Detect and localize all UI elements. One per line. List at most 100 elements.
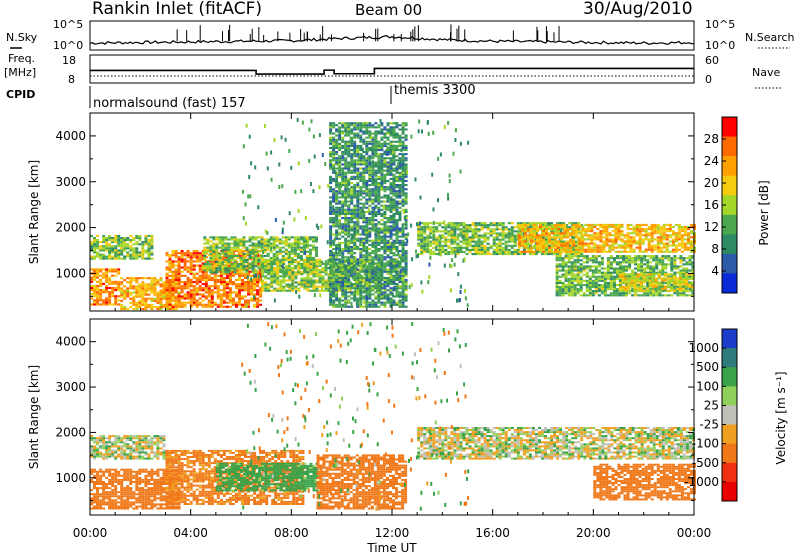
heatmap-cell [392,227,396,230]
heatmap-cell [332,138,336,141]
heatmap-cell [219,305,223,308]
heatmap-cell [219,295,223,298]
heatmap-cell [517,228,521,231]
heatmap-cell [353,221,357,224]
heatmap-cell [186,291,190,294]
heatmap-cell [327,289,331,292]
heatmap-cell [395,237,399,240]
heatmap-cell [483,253,487,256]
heatmap-cell [386,163,390,166]
heatmap-cell [471,246,475,249]
heatmap-cell [350,219,354,222]
heatmap-cell [231,281,235,284]
heatmap-cell [377,182,381,185]
heatmap-cell [108,293,112,296]
heatmap-cell [459,251,463,254]
heatmap-cell [468,238,472,241]
heatmap-cell [344,297,348,300]
heatmap-cell [383,196,387,199]
heatmap-cell [171,278,175,281]
heatmap-cell [174,287,178,290]
heatmap-cell [383,175,387,178]
heatmap-cell [401,291,405,294]
heatmap-cell [332,210,336,213]
heatmap-cell [362,250,366,253]
heatmap-cell [441,248,445,251]
heatmap-cell [386,260,390,263]
heatmap-cell [279,279,283,282]
heatmap-cell [401,140,405,143]
heatmap-cell [444,228,448,231]
heatmap-cell [212,244,216,247]
heatmap-cell [353,287,357,290]
heatmap-cell [377,202,381,205]
nave-tick-top: 60 [705,54,719,67]
heatmap-cell [195,264,199,267]
heatmap-cell [344,291,348,294]
heatmap-cell [219,289,223,292]
heatmap-cell [383,188,387,191]
heatmap-cell [344,200,348,203]
heatmap-cell [377,254,381,257]
heatmap-cell [368,210,372,213]
heatmap-cell [383,303,387,306]
heatmap-cell [344,289,348,292]
heatmap-cell [347,212,351,215]
heatmap-cell [177,299,181,302]
heatmap-cell [356,237,360,240]
heatmap-cell [489,232,493,235]
heatmap-cell [90,303,93,306]
heatmap-cell [398,186,402,189]
heatmap-cell [315,271,318,274]
heatmap-cell [377,229,381,232]
heatmap-cell [359,134,363,137]
heatmap-cell [235,303,238,306]
heatmap-cell [315,287,319,290]
heatmap-cell [359,299,363,302]
heatmap-cell [347,227,351,230]
heatmap-cell [574,228,578,231]
nsearch-tick-top: 10^5 [705,18,735,31]
heatmap-cell [368,196,372,199]
heatmap-cell [129,277,133,280]
heatmap-cell [545,230,548,233]
heatmap-cell [212,236,216,239]
heatmap-cell [168,258,172,261]
heatmap-cell [548,242,551,245]
heatmap-cell [554,244,558,247]
heatmap-cell [312,285,316,288]
heatmap-cell [389,281,393,284]
heatmap-cell [117,257,121,260]
heatmap-cell [291,260,295,263]
heatmap-cell [389,297,393,300]
heatmap-cell [362,132,366,135]
heatmap-cell [123,237,127,240]
heatmap-cell [117,303,121,306]
heatmap-cell [335,202,339,205]
heatmap-cell [168,303,172,306]
heatmap-cell [389,128,393,131]
heatmap-cell [180,266,184,269]
heatmap-cell [377,190,381,193]
heatmap-cell [371,287,375,290]
cpid-label: CPID [6,88,35,101]
heatmap-cell [401,266,405,269]
heatmap-cell [338,208,342,211]
heatmap-cell [99,297,103,300]
heatmap-cell [270,260,274,263]
heatmap-cell [201,276,205,279]
heatmap-cell [371,258,375,261]
heatmap-cell [338,142,342,145]
heatmap-cell [138,301,142,304]
heatmap-cell [395,287,399,290]
heatmap-cell [350,122,354,125]
heatmap-cell [117,251,121,254]
heatmap-cell [165,260,169,263]
heatmap-cell [383,200,387,203]
heatmap-cell [336,273,340,276]
heatmap-cell [338,159,342,162]
heatmap-cell [335,256,339,259]
heatmap-cell [356,161,360,164]
heatmap-cell [293,254,297,257]
heatmap-cell [395,202,399,205]
